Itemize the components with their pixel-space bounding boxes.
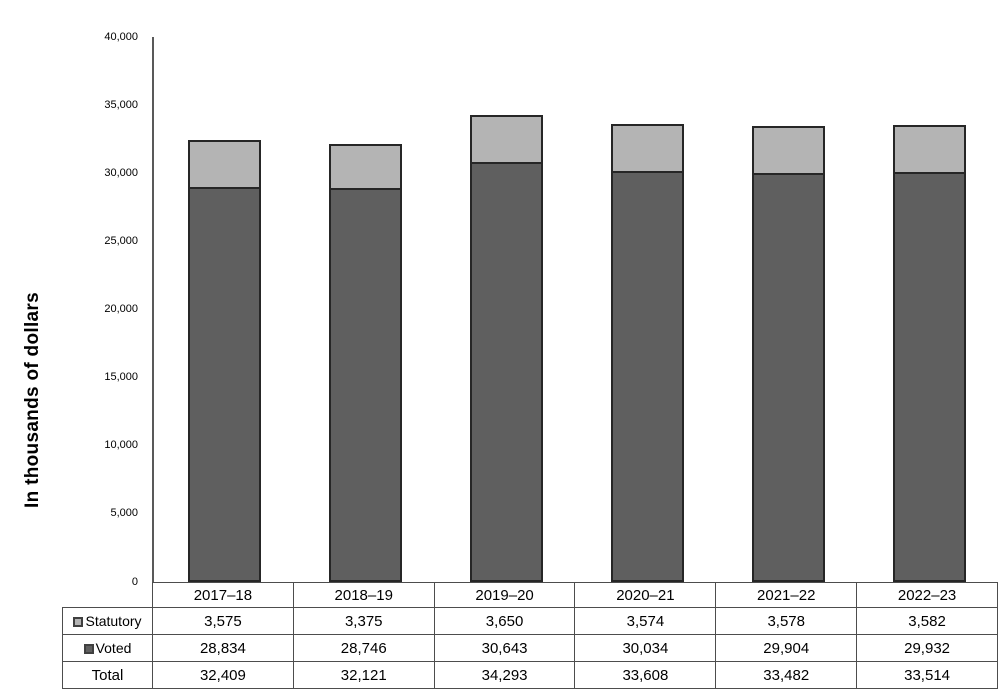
value-cell-total: 32,121 [292,661,435,689]
value-cell-voted: 28,834 [152,634,294,662]
value-cell-voted: 29,932 [856,634,998,662]
bar-segment-voted-2020-21 [611,173,684,582]
year-header-cell: 2019–20 [433,582,576,608]
value-cell-statutory: 3,574 [574,607,717,635]
legend-label-voted: Voted [95,640,132,656]
data-table: 2017–18 2018–19 2019–20 2020–21 2021–22 2022–… [62,582,998,689]
bar-segment-voted-2019-20 [470,164,543,582]
y-tick-label: 20,000 [104,303,138,315]
bar-2021-22 [752,126,825,582]
y-tick-label: 25,000 [104,234,138,247]
bar-segment-statutory-2017-18 [188,140,261,189]
y-tick-label: 30,000 [104,166,138,179]
y-tick-label: 15,000 [104,371,138,384]
bar-segment-statutory-2018-19 [329,144,402,190]
value-cell-statutory: 3,575 [152,607,294,635]
bar-segment-statutory-2022-23 [893,125,966,174]
bar-segment-statutory-2021-22 [752,126,825,175]
y-axis-title: In thousands of dollars [22,292,43,508]
bar-2020-21 [611,124,684,582]
value-cell-statutory: 3,582 [856,607,998,635]
bar-segment-statutory-2020-21 [611,124,684,173]
voted-swatch-icon [83,644,94,654]
bar-segment-voted-2022-23 [893,174,966,582]
y-tick-label: 35,000 [104,98,138,111]
y-tick-label: 10,000 [104,439,138,452]
year-header-cell: 2020–21 [574,582,717,608]
bar-2019-20 [470,115,543,582]
legend-voted: Voted [62,634,153,662]
bar-2018-19 [329,144,402,582]
value-cell-total: 32,409 [152,661,294,689]
bar-segment-statutory-2019-20 [470,115,543,164]
year-header-cell: 2021–22 [715,582,858,608]
value-cell-voted: 29,904 [715,634,858,662]
y-tick-label: 0 [131,575,138,588]
value-cell-total: 33,482 [715,661,858,689]
legend-label-statutory: Statutory [85,613,142,629]
value-cell-total: 33,608 [574,661,717,689]
value-cell-total: 34,293 [433,661,576,689]
bar-2017-18 [188,140,261,582]
y-tick-label: 40,000 [104,30,138,43]
year-header-cell: 2018–19 [292,582,435,608]
bar-segment-voted-2021-22 [752,175,825,582]
legend-statutory: Statutory [62,607,153,635]
bar-segment-voted-2018-19 [329,190,402,582]
bar-2022-23 [893,125,966,582]
year-header-cell: 2017–18 [152,582,294,608]
value-cell-statutory: 3,375 [292,607,435,635]
value-cell-statutory: 3,650 [433,607,576,635]
plot-area [152,37,998,582]
value-cell-voted: 30,034 [574,634,717,662]
table-corner-spacer [63,583,153,608]
bar-segment-voted-2017-18 [188,189,261,582]
value-cell-total: 33,514 [856,661,998,689]
y-tick-label: 5,000 [110,507,138,520]
total-row-label: Total [62,661,153,689]
value-cell-voted: 28,746 [292,634,435,662]
statutory-swatch-icon [73,617,84,627]
value-cell-voted: 30,643 [433,634,576,662]
value-cell-statutory: 3,578 [715,607,858,635]
year-header-cell: 2022–23 [856,582,998,608]
